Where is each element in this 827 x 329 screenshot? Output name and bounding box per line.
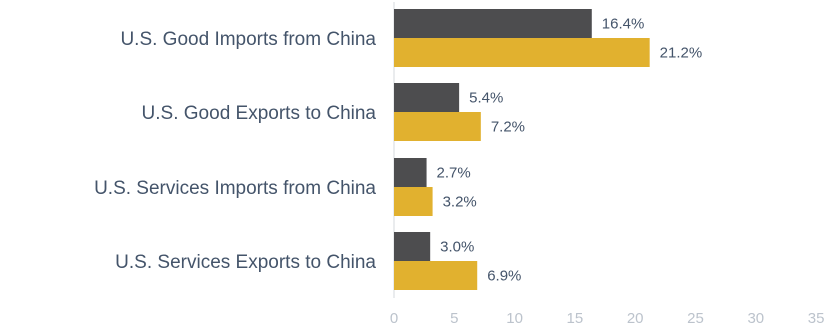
x-tick-label: 0 (390, 310, 398, 327)
bar-gold (394, 112, 481, 141)
bar-gold (394, 261, 478, 290)
bar-dark (394, 83, 460, 112)
category-labels: U.S. Good Imports from China U.S. Good Ex… (94, 29, 376, 273)
value-label: 3.0% (440, 239, 474, 256)
value-label: 3.2% (443, 194, 477, 211)
bars-group (394, 9, 650, 290)
category-label: U.S. Services Imports from China (94, 178, 376, 199)
bar-dark (394, 232, 431, 261)
bar-gold (394, 38, 650, 67)
value-label: 21.2% (660, 45, 703, 62)
category-label: U.S. Good Exports to China (142, 103, 377, 124)
bar-dark (394, 9, 592, 38)
x-tick-label: 5 (450, 310, 458, 327)
x-tick-label: 15 (567, 310, 584, 327)
x-tick-labels: 0 5 10 15 20 25 30 35 (390, 310, 825, 327)
x-tick-label: 30 (747, 310, 764, 327)
value-label: 7.2% (491, 119, 525, 136)
value-label: 16.4% (602, 16, 645, 33)
category-label: U.S. Services Exports to China (115, 252, 376, 273)
value-labels: 16.4% 21.2% 5.4% 7.2% 2.7% 3.2% 3.0% 6.9% (437, 16, 703, 285)
bar-gold (394, 187, 433, 216)
category-label: U.S. Good Imports from China (120, 29, 376, 50)
x-tick-label: 20 (627, 310, 644, 327)
x-tick-label: 10 (506, 310, 523, 327)
value-label: 6.9% (487, 268, 521, 285)
x-tick-label: 25 (687, 310, 704, 327)
value-label: 2.7% (437, 165, 471, 182)
x-tick-label: 35 (808, 310, 825, 327)
value-label: 5.4% (469, 90, 503, 107)
bar-dark (394, 158, 427, 187)
